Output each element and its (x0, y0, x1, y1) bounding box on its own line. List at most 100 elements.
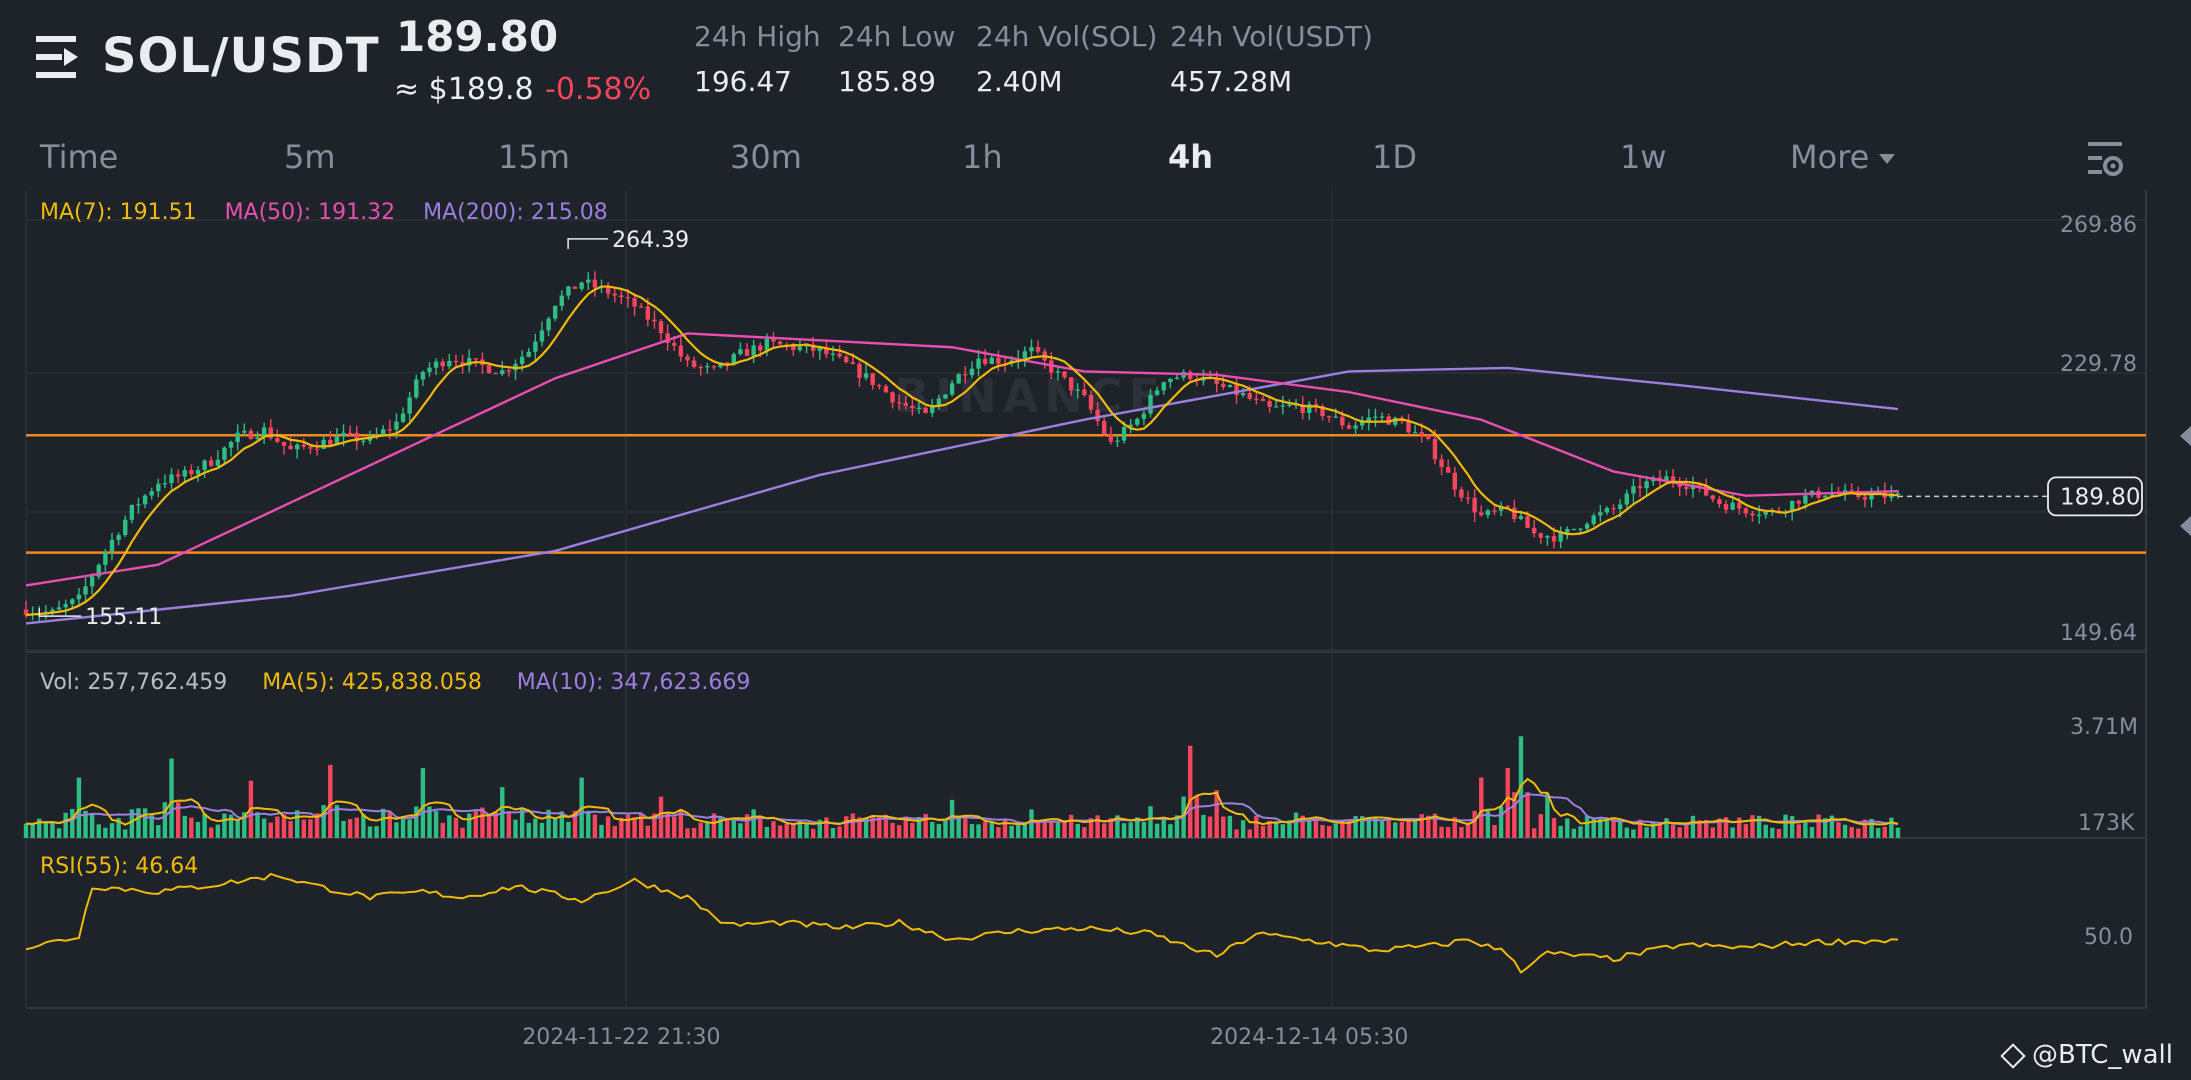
volume-bar (116, 818, 121, 838)
kline-chart[interactable]: BINANCE 269.86229.78149.64189.70189.8026… (0, 190, 2191, 1080)
chart-settings-icon[interactable] (2088, 140, 2124, 180)
candle-body (976, 358, 981, 369)
volume-bar (1445, 827, 1451, 838)
ma50-legend: MA(50): 191.32 (224, 200, 396, 225)
volume-bar (705, 822, 710, 838)
volume-bar (1022, 822, 1028, 838)
rsi-line (25, 872, 1899, 974)
volume-bar (1842, 824, 1848, 838)
candle-body (1684, 487, 1689, 489)
candle-body (817, 347, 822, 351)
tab-30m[interactable]: 30m (730, 138, 802, 176)
candle-body (209, 460, 214, 466)
tab-4h[interactable]: 4h (1168, 138, 1214, 176)
candle-body (275, 438, 280, 442)
volume-bar (76, 777, 82, 838)
candle-body (1710, 495, 1715, 500)
candle-body (1095, 409, 1100, 422)
volume-bar (758, 817, 763, 838)
volume-bar (37, 818, 42, 838)
volume-bar (592, 814, 598, 838)
tab-15m[interactable]: 15m (498, 138, 570, 176)
tab-5m[interactable]: 5m (284, 138, 336, 176)
volume-bar (1644, 827, 1649, 838)
volume-bar (1472, 810, 1477, 838)
candle-body (1326, 416, 1332, 418)
volume-bar (381, 808, 386, 838)
volume-bar (1042, 820, 1047, 838)
candle-body (923, 407, 928, 413)
candle-body (1611, 508, 1616, 510)
volume-bar (1505, 768, 1510, 838)
candle-body (1267, 400, 1272, 407)
volume-bar (1353, 816, 1358, 838)
volume-bar (1737, 817, 1742, 838)
volume-bar (1730, 827, 1735, 838)
candle-body (1148, 394, 1153, 414)
volume-bar (1710, 827, 1715, 838)
volume-bar (222, 813, 227, 838)
volume-bar (1875, 828, 1881, 838)
candle-body (248, 430, 254, 439)
volume-bar (1340, 820, 1345, 838)
candle-body (1697, 484, 1702, 486)
volume-bar (162, 802, 168, 838)
volume-bar (632, 817, 637, 838)
tab-1d[interactable]: 1D (1372, 138, 1417, 176)
volume-bar (1240, 820, 1246, 838)
candle-body (347, 432, 353, 434)
candle-body (361, 440, 366, 442)
candle-body (572, 286, 578, 289)
candle-body (1419, 432, 1424, 436)
menu-icon[interactable] (36, 34, 82, 80)
candle-body (1102, 421, 1107, 434)
volume-bar (281, 814, 287, 838)
volume-bar (1512, 792, 1517, 838)
candle-body (1379, 416, 1385, 418)
volume-bar (1227, 815, 1233, 838)
candle-body (1518, 516, 1524, 520)
tab-1h[interactable]: 1h (962, 138, 1003, 176)
candle-body (519, 356, 525, 364)
volume-bar (1095, 815, 1100, 838)
candle-body (1426, 435, 1431, 439)
volume-bar (572, 810, 578, 838)
candle-body (533, 341, 538, 352)
candle-body (830, 353, 836, 355)
candle-body (235, 432, 240, 443)
candle-body (1617, 504, 1623, 509)
volume-bar (586, 810, 591, 838)
candle-body (1703, 485, 1709, 496)
candle-body (493, 373, 498, 375)
candle-body (1373, 416, 1378, 418)
caret-down-icon (1879, 154, 1896, 164)
candle-body (506, 370, 512, 372)
candle-body (1895, 493, 1901, 495)
volume-bar (50, 821, 55, 838)
vol-legend: Vol: 257,762.459 MA(5): 425,838.058 MA(1… (40, 670, 750, 695)
candle-body (1366, 417, 1372, 422)
candle-body (394, 421, 399, 430)
volume-bar (56, 828, 62, 838)
volume-bar (837, 826, 842, 838)
tab-1w[interactable]: 1w (1620, 138, 1667, 176)
tab-more[interactable]: More (1790, 138, 1896, 176)
candle-body (440, 361, 445, 367)
candle-body (586, 279, 591, 283)
volume-bar (123, 829, 128, 838)
tab-time[interactable]: Time (40, 138, 119, 176)
candle-body (460, 362, 465, 366)
volume-bar (361, 814, 366, 838)
candle-body (1062, 371, 1067, 378)
candle-body (870, 373, 875, 386)
volume-tick-label: 173K (2078, 811, 2135, 836)
volume-bar (209, 827, 214, 838)
candle-body (963, 374, 968, 376)
volume-bar (1637, 819, 1643, 838)
pair-title[interactable]: SOL/USDT (102, 28, 380, 84)
credit-watermark: @BTC_wall (2000, 1040, 2173, 1070)
volume-bar (539, 822, 545, 838)
volume-bar (1399, 821, 1405, 838)
volume-bar (791, 823, 796, 838)
candle-body (175, 474, 181, 477)
